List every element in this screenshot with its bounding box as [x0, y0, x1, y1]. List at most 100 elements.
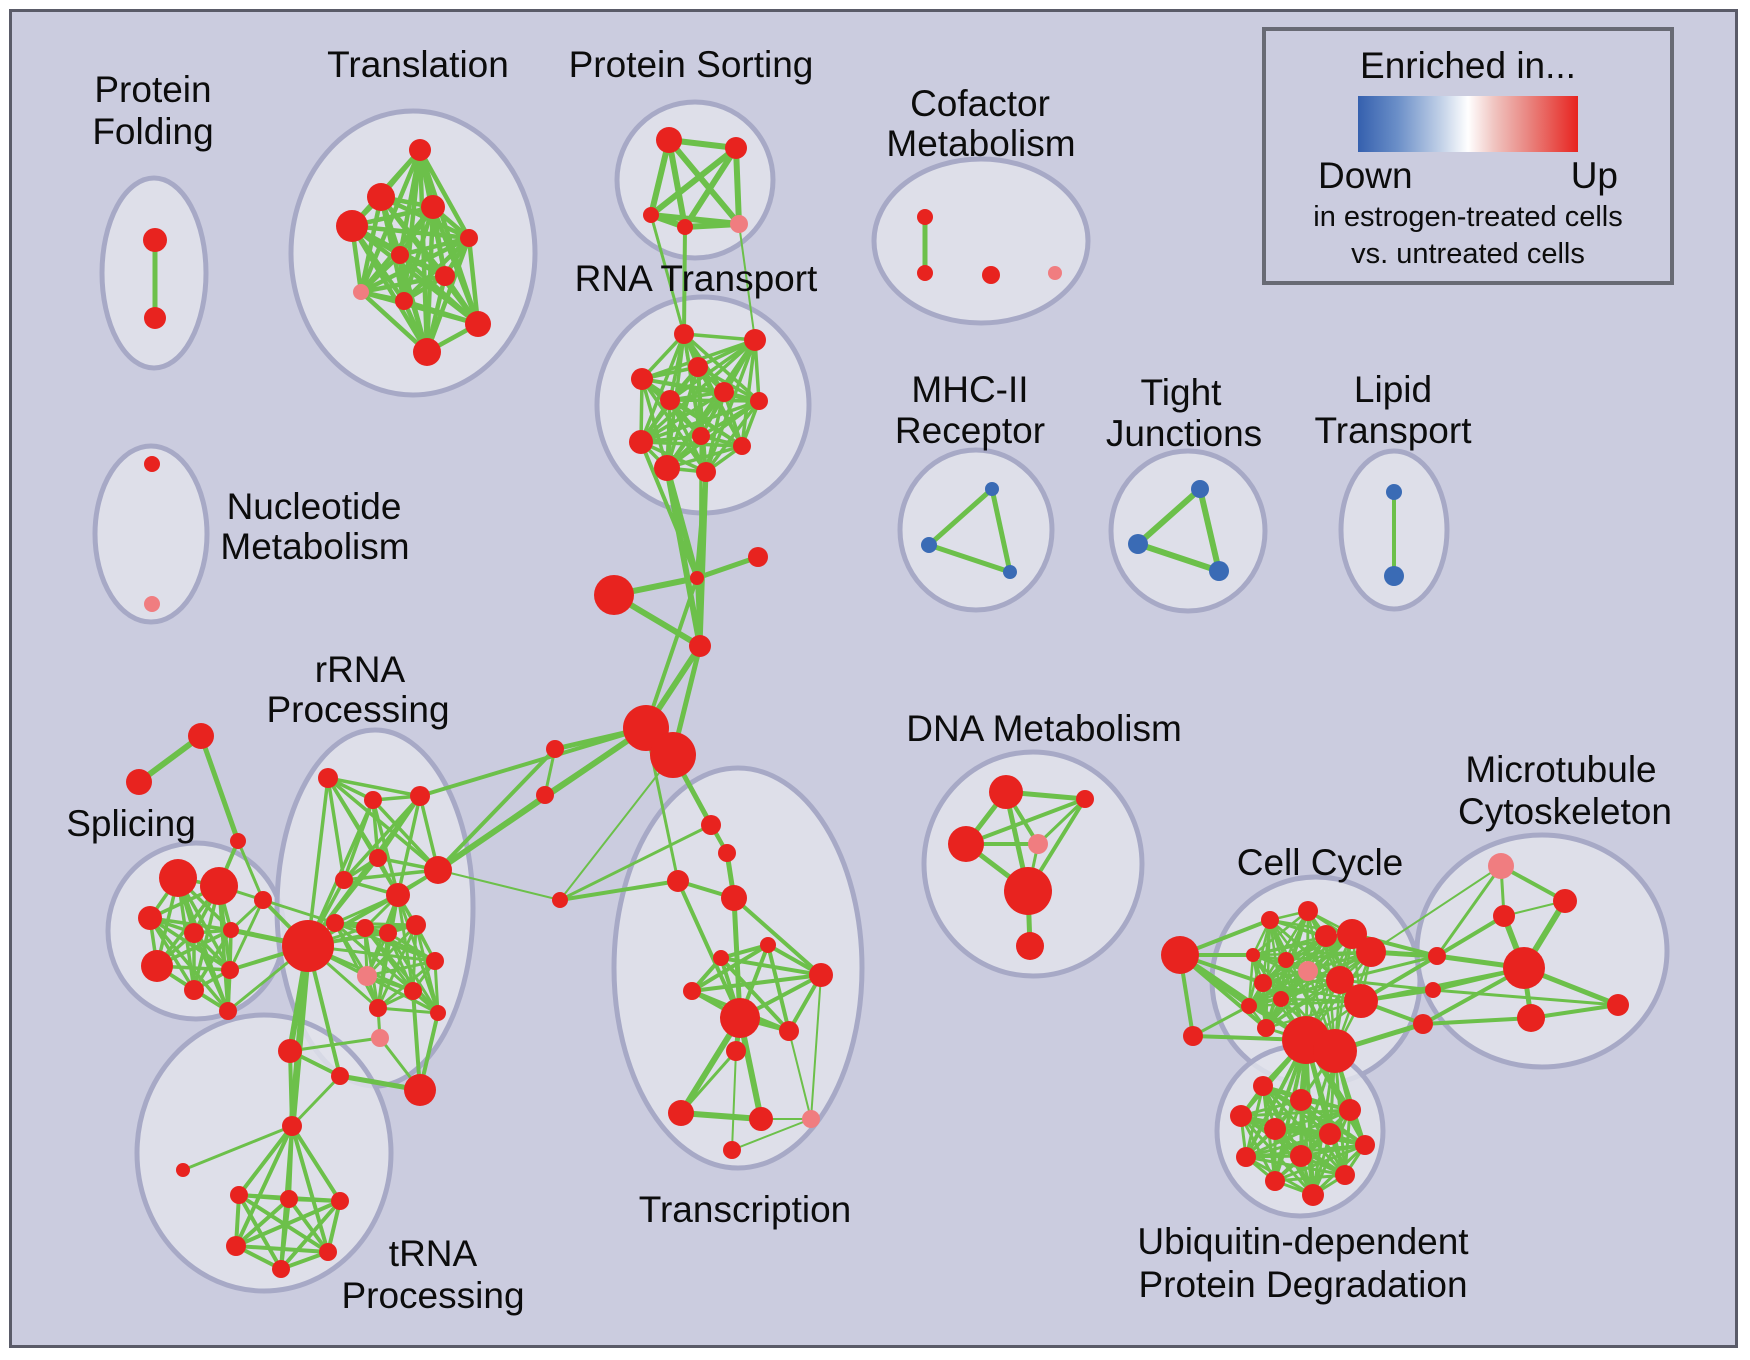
node-UB8[interactable]	[1236, 1147, 1256, 1167]
node-RR8[interactable]	[326, 914, 344, 932]
node-TR5[interactable]	[760, 937, 776, 953]
node-SP5[interactable]	[223, 922, 239, 938]
node-UB2[interactable]	[1290, 1089, 1312, 1111]
node-TN6[interactable]	[272, 1260, 290, 1278]
node-T1[interactable]	[409, 139, 431, 161]
node-CF2[interactable]	[917, 265, 933, 281]
node-MH3[interactable]	[1003, 565, 1017, 579]
node-CCB[interactable]	[1183, 1026, 1203, 1046]
node-TR9[interactable]	[720, 998, 760, 1038]
node-UB4[interactable]	[1339, 1099, 1361, 1121]
node-TN3[interactable]	[331, 1192, 349, 1210]
node-RR4[interactable]	[369, 849, 387, 867]
node-TR2[interactable]	[718, 844, 736, 862]
node-CC1[interactable]	[1261, 911, 1279, 929]
node-TNH[interactable]	[282, 1116, 302, 1136]
node-RT8[interactable]	[629, 430, 653, 454]
node-PS2[interactable]	[725, 137, 747, 159]
node-RR6[interactable]	[424, 856, 452, 884]
node-RT10[interactable]	[733, 437, 751, 455]
node-NM1[interactable]	[144, 456, 160, 472]
node-CR3[interactable]	[1413, 1014, 1433, 1034]
node-TJ3[interactable]	[1209, 561, 1229, 581]
node-RT11[interactable]	[654, 455, 680, 481]
node-RT4[interactable]	[631, 368, 653, 390]
node-CC8[interactable]	[1298, 961, 1318, 981]
node-CC14[interactable]	[1257, 1019, 1275, 1037]
node-TR3[interactable]	[667, 870, 689, 892]
node-SP3[interactable]	[138, 906, 162, 930]
node-RR7[interactable]	[386, 883, 410, 907]
node-MH1[interactable]	[985, 482, 999, 496]
node-MT3[interactable]	[1517, 1004, 1545, 1032]
node-UB1[interactable]	[1253, 1076, 1273, 1096]
node-TN4[interactable]	[226, 1236, 246, 1256]
node-UB6[interactable]	[1319, 1123, 1341, 1145]
node-UB5[interactable]	[1264, 1118, 1286, 1140]
node-UB10[interactable]	[1335, 1165, 1355, 1185]
node-SP10[interactable]	[254, 891, 272, 909]
node-RT7[interactable]	[750, 392, 768, 410]
node-RR12[interactable]	[282, 920, 334, 972]
node-C2[interactable]	[748, 547, 768, 567]
node-LP1[interactable]	[1386, 484, 1402, 500]
node-CF4[interactable]	[1048, 266, 1062, 280]
node-MT4[interactable]	[1607, 994, 1629, 1016]
node-MT2[interactable]	[1493, 905, 1515, 927]
node-SP6[interactable]	[141, 950, 173, 982]
node-CF1[interactable]	[917, 209, 933, 225]
node-TN2[interactable]	[280, 1190, 298, 1208]
node-RT3[interactable]	[688, 357, 708, 377]
node-RR3[interactable]	[410, 786, 430, 806]
node-RR2[interactable]	[364, 791, 382, 809]
node-T6[interactable]	[391, 246, 409, 264]
node-RR21[interactable]	[331, 1067, 349, 1085]
node-SP9[interactable]	[219, 1002, 237, 1020]
node-L2[interactable]	[536, 786, 554, 804]
node-RT1[interactable]	[674, 324, 694, 344]
node-T7[interactable]	[435, 266, 455, 286]
node-TJ2[interactable]	[1128, 534, 1148, 554]
node-MT1[interactable]	[1553, 889, 1577, 913]
node-TNI[interactable]	[176, 1163, 190, 1177]
node-RT9[interactable]	[692, 427, 710, 445]
node-UB11[interactable]	[1265, 1171, 1285, 1191]
node-RR15[interactable]	[369, 999, 387, 1017]
node-TR12[interactable]	[668, 1100, 694, 1126]
node-RR9[interactable]	[356, 919, 374, 937]
node-RT5[interactable]	[660, 390, 680, 410]
node-CR1[interactable]	[1428, 947, 1446, 965]
node-HUB2[interactable]	[650, 732, 696, 778]
node-SP2[interactable]	[200, 867, 238, 905]
node-SP7[interactable]	[184, 980, 204, 1000]
node-CR2[interactable]	[1425, 982, 1441, 998]
node-CC11[interactable]	[1273, 991, 1289, 1007]
node-LP2[interactable]	[1384, 566, 1404, 586]
node-T4[interactable]	[336, 210, 368, 242]
node-RT6[interactable]	[714, 382, 734, 402]
node-TRI2[interactable]	[126, 769, 152, 795]
node-T8[interactable]	[353, 284, 369, 300]
node-B1[interactable]	[594, 575, 634, 615]
node-T9[interactable]	[395, 292, 413, 310]
node-RR1[interactable]	[318, 768, 338, 788]
node-PS3[interactable]	[643, 207, 659, 223]
node-T2[interactable]	[367, 183, 395, 211]
node-PS5[interactable]	[730, 215, 748, 233]
node-MTP[interactable]	[1488, 853, 1514, 879]
node-TRI1[interactable]	[188, 723, 214, 749]
node-SP8[interactable]	[221, 961, 239, 979]
node-RR10[interactable]	[379, 924, 397, 942]
node-CCH2[interactable]	[1313, 1029, 1357, 1073]
node-DM4[interactable]	[1028, 834, 1048, 854]
node-UB3[interactable]	[1230, 1105, 1252, 1127]
node-SP4[interactable]	[184, 923, 204, 943]
node-CC9[interactable]	[1254, 974, 1272, 992]
node-S1[interactable]	[552, 892, 568, 908]
node-RT2[interactable]	[744, 329, 766, 351]
node-CF3[interactable]	[982, 266, 1000, 284]
node-TRI3[interactable]	[230, 833, 246, 849]
node-RR13[interactable]	[357, 966, 377, 986]
node-TR1[interactable]	[701, 815, 721, 835]
node-RR19[interactable]	[371, 1029, 389, 1047]
